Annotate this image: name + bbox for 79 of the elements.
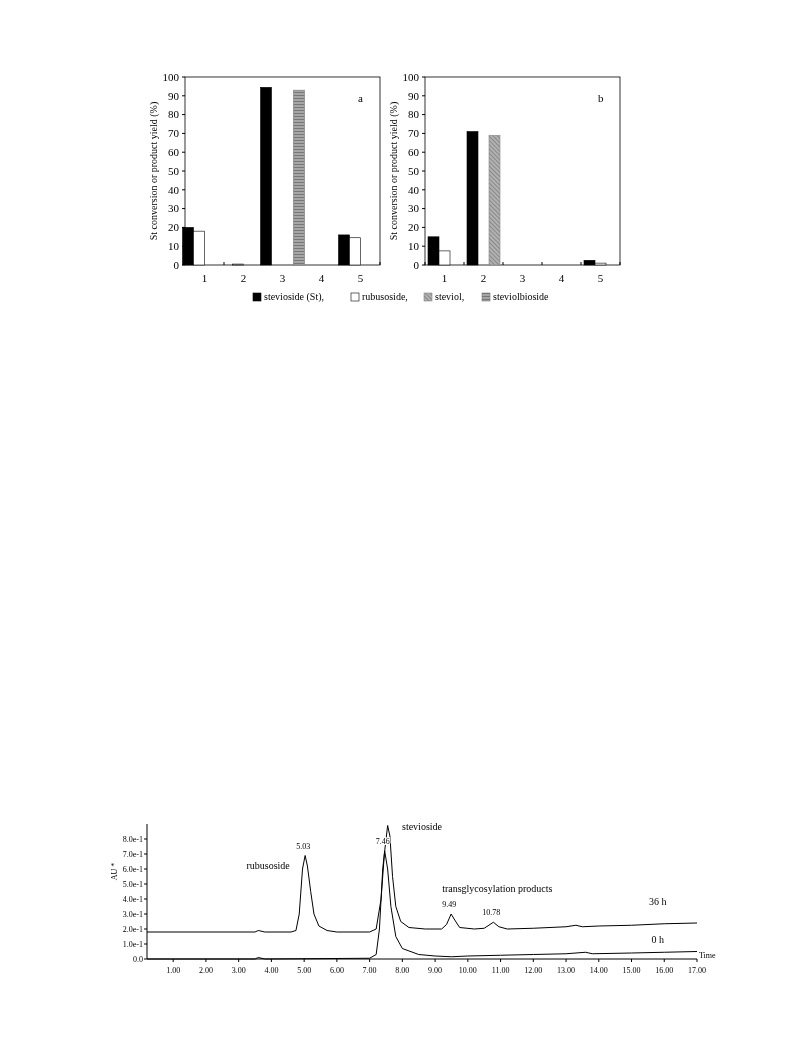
y-tick-label: 50 <box>408 164 420 177</box>
x-tick-label: 1 <box>441 272 448 284</box>
y-axis-title: St conversion or product yield (%) <box>148 101 160 241</box>
x-tick-label: 2 <box>240 272 247 284</box>
y-tick-label: 2.0e-1 <box>122 924 143 934</box>
series-label: 36 h <box>648 896 667 907</box>
x-tick-label: 2.00 <box>198 966 213 975</box>
annotation: b <box>598 92 604 104</box>
x-tick-label: 4.00 <box>264 966 279 975</box>
y-tick-label: 5.0e-1 <box>122 879 143 889</box>
x-tick-label: 9.00 <box>428 966 443 975</box>
x-tick-label: 6.00 <box>329 966 344 975</box>
annotation: transglycosylation products <box>442 882 553 894</box>
y-axis-title: St conversion or product yield (%) <box>388 101 400 241</box>
legend-label: steviol, <box>435 291 465 302</box>
y-tick-label: 0.0 <box>133 954 143 964</box>
y-tick-label: 20 <box>168 221 180 234</box>
annotation: 7.46 <box>375 837 390 846</box>
y-tick-label: 100 <box>402 70 420 83</box>
y-tick-label: 0 <box>173 258 180 271</box>
annotation: stevioside <box>402 821 443 832</box>
y-tick-label: 10 <box>168 240 180 253</box>
y-tick-label: 0 <box>413 258 420 271</box>
y-tick-label: 100 <box>162 70 180 83</box>
x-tick-label: 5 <box>357 272 364 284</box>
y-tick-label: 40 <box>168 183 180 196</box>
legend-label: rubusoside, <box>362 291 408 302</box>
x-tick-label: 17.00 <box>688 966 706 975</box>
y-tick-label: 90 <box>408 89 420 102</box>
x-tick-label: 11.00 <box>491 966 510 975</box>
bar <box>293 89 305 266</box>
y-tick-label: 90 <box>168 89 180 102</box>
x-tick-label: 10.00 <box>458 966 477 975</box>
legend-label: stevioside (St), <box>264 291 324 303</box>
y-tick-label: 70 <box>168 127 180 140</box>
y-tick-label: 3.0e-1 <box>122 909 143 919</box>
y-tick-label: 6.0e-1 <box>122 864 143 874</box>
x-tick-label: 1 <box>201 272 208 284</box>
y-tick-label: 7.0e-1 <box>122 849 143 859</box>
x-tick-label: 12.00 <box>524 966 543 975</box>
x-tick-label: 5.00 <box>297 966 312 975</box>
annotation: rubusoside <box>246 860 291 871</box>
annotation: 10.78 <box>482 908 501 918</box>
annotation: a <box>358 92 363 104</box>
y-tick-label: 50 <box>168 164 180 177</box>
y-tick-label: 4.0e-1 <box>122 894 143 904</box>
y-tick-label: 40 <box>408 183 420 196</box>
annotation: 5.03 <box>296 841 311 851</box>
y-tick-label: 60 <box>168 146 180 159</box>
y-tick-label: 60 <box>408 146 420 159</box>
x-tick-label: 7.00 <box>362 966 377 975</box>
x-tick-label: 14.00 <box>589 966 608 975</box>
x-tick-label: 3 <box>279 272 286 284</box>
x-tick-label: 1.00 <box>166 966 181 975</box>
y-axis-title: AU * <box>110 862 119 881</box>
x-tick-label: 4 <box>318 272 325 284</box>
y-tick-label: 20 <box>408 221 420 234</box>
x-axis-title: Time <box>699 951 717 960</box>
bar <box>488 134 501 266</box>
x-tick-label: 5 <box>597 272 604 284</box>
y-tick-label: 1.0e-1 <box>122 939 143 949</box>
x-tick-label: 15.00 <box>622 966 641 975</box>
legend-label: steviolbioside <box>493 291 550 302</box>
y-tick-label: 70 <box>408 127 420 140</box>
x-tick-label: 4 <box>558 272 565 284</box>
x-tick-label: 8.00 <box>395 966 410 975</box>
y-tick-label: 80 <box>408 108 420 121</box>
y-tick-label: 10 <box>408 240 420 253</box>
y-tick-label: 80 <box>168 108 180 121</box>
x-tick-label: 13.00 <box>557 966 576 975</box>
x-tick-label: 2 <box>480 272 487 284</box>
y-tick-label: 8.0e-1 <box>122 834 143 844</box>
x-tick-label: 3.00 <box>231 966 246 975</box>
annotation: 9.49 <box>442 900 457 909</box>
y-tick-label: 30 <box>408 202 420 215</box>
x-tick-label: 3 <box>519 272 526 284</box>
x-tick-label: 16.00 <box>655 966 674 975</box>
series-label: 0 h <box>651 933 664 945</box>
y-tick-label: 30 <box>168 202 180 215</box>
